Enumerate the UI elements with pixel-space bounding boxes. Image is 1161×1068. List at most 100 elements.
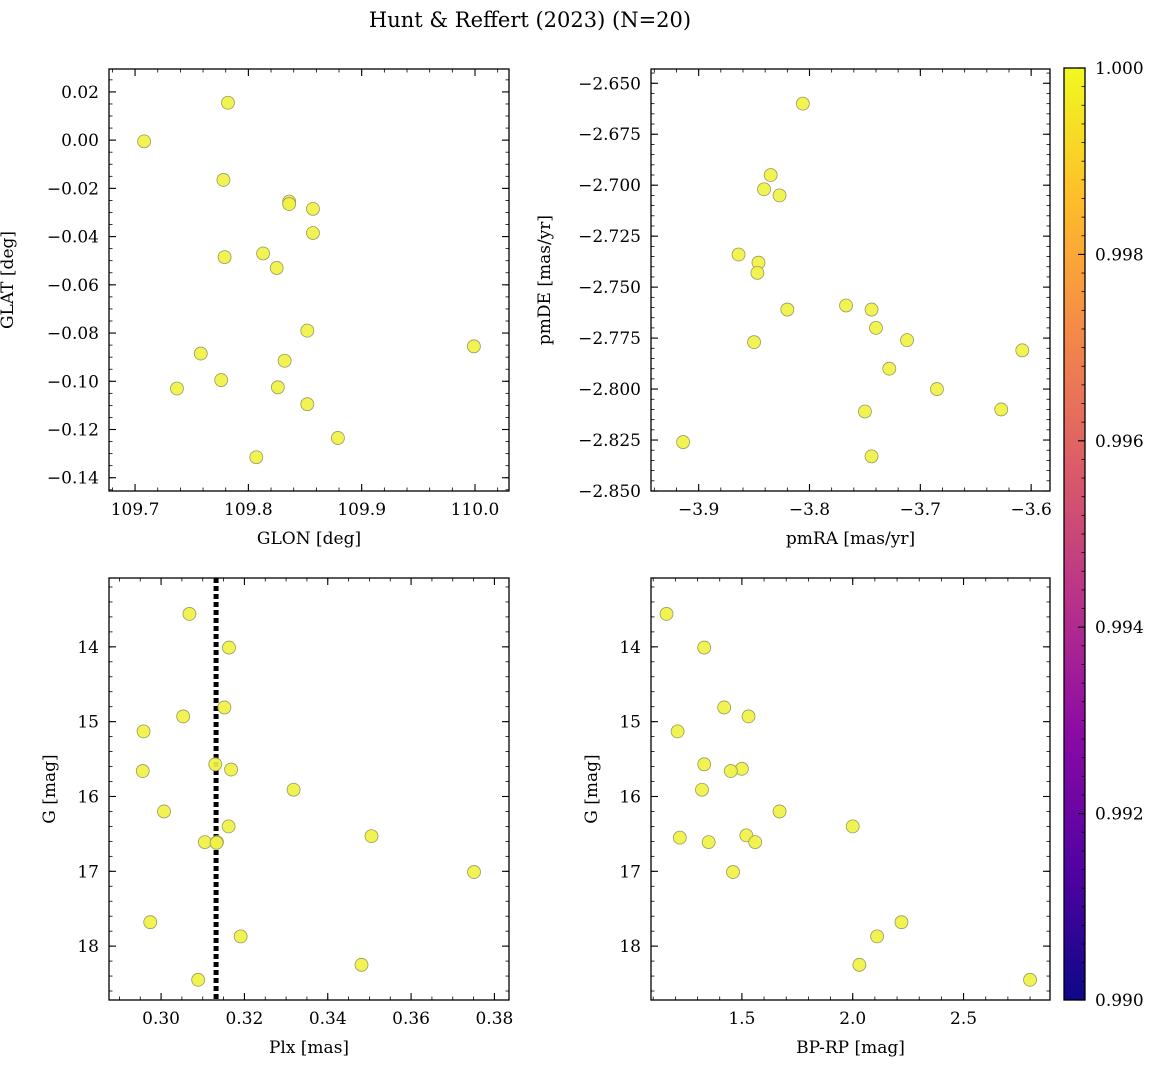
data-point xyxy=(741,709,756,724)
data-point xyxy=(894,915,909,930)
data-point xyxy=(930,382,944,396)
y-tick-label: 0.02 xyxy=(61,83,99,103)
data-point xyxy=(182,607,197,621)
data-point xyxy=(659,607,674,621)
data-point xyxy=(750,265,765,280)
x-tick-label: −3.9 xyxy=(678,500,719,520)
y-tick-label: −2.775 xyxy=(578,329,641,349)
colorbar: 0.990 0.992 0.994 0.996 0.998 1.000 xyxy=(1063,59,1144,1011)
data-point xyxy=(208,757,223,772)
data-point xyxy=(193,346,208,361)
y-axis-label: G [mag] xyxy=(40,754,60,823)
x-tick-label: 109.7 xyxy=(111,500,160,520)
y-tick-label: −2.850 xyxy=(578,482,641,502)
x-axis-label: GLON [deg] xyxy=(257,529,361,549)
data-points xyxy=(135,607,481,987)
axes-frame xyxy=(108,577,510,1001)
x-tick-label: −3.8 xyxy=(789,500,830,520)
data-point xyxy=(882,361,897,376)
data-point xyxy=(330,431,345,445)
data-point xyxy=(672,830,687,845)
data-point xyxy=(157,804,171,819)
data-point xyxy=(286,782,301,797)
colorbar-tick-label: 1.000 xyxy=(1095,59,1144,79)
data-point xyxy=(1023,972,1037,987)
data-point xyxy=(763,168,778,182)
y-tick-label: 14 xyxy=(619,638,641,658)
y-tick-label: 18 xyxy=(619,937,641,957)
colorbar-tick-label: 0.996 xyxy=(1095,432,1144,452)
data-point xyxy=(221,819,236,834)
data-point xyxy=(191,972,206,987)
data-point xyxy=(233,929,248,944)
data-point xyxy=(143,915,158,930)
x-tick-label: 110.0 xyxy=(451,500,500,520)
data-point xyxy=(697,640,712,655)
data-point xyxy=(697,757,712,772)
y-tick-label: 16 xyxy=(619,787,641,807)
y-tick-label: −2.800 xyxy=(578,380,641,400)
x-tick-label: 1.5 xyxy=(728,1009,755,1029)
data-point xyxy=(306,201,320,216)
data-point xyxy=(176,709,191,724)
y-axis-label: pmDE [mas/yr] xyxy=(535,215,555,345)
x-tick-label: −3.6 xyxy=(1011,500,1052,520)
colorbar-tick-label: 0.998 xyxy=(1095,245,1144,265)
data-point xyxy=(701,835,716,850)
y-tick-label: −0.04 xyxy=(47,228,99,248)
data-point xyxy=(858,404,872,419)
data-point xyxy=(717,700,732,715)
data-points xyxy=(676,96,1030,464)
data-point xyxy=(852,957,867,972)
data-point xyxy=(256,246,271,261)
panel-bprp-g: 1.5 2.0 2.5 14 15 16 17 18 BP-RP [mag] G [mag] xyxy=(582,577,1051,1058)
y-tick-label: 0.00 xyxy=(61,131,99,151)
data-point xyxy=(780,302,795,317)
y-tick-label: 18 xyxy=(77,937,99,957)
data-point xyxy=(222,640,236,655)
x-tick-label: 2.5 xyxy=(950,1009,977,1029)
panel-plx-g: 0.30 0.32 0.34 0.36 0.38 14 15 16 17 18 Plx [mas] G… xyxy=(40,577,513,1058)
y-axis-label: GLAT [deg] xyxy=(0,231,18,329)
axes-frame xyxy=(108,68,510,492)
colorbar-tick-label: 0.990 xyxy=(1095,991,1144,1011)
figure-title: Hunt & Reffert (2023) (N=20) xyxy=(369,8,691,32)
data-point xyxy=(747,335,761,350)
data-point xyxy=(864,449,879,464)
data-point xyxy=(1015,343,1030,358)
data-point xyxy=(467,865,481,879)
x-axis-label: Plx [mas] xyxy=(269,1038,349,1058)
data-point xyxy=(670,724,685,739)
data-point xyxy=(772,804,787,819)
y-tick-label: 15 xyxy=(619,713,641,733)
y-tick-label: −2.825 xyxy=(578,431,641,451)
y-tick-label: −2.650 xyxy=(578,74,641,94)
y-tick-label: 16 xyxy=(77,787,99,807)
data-point xyxy=(364,829,379,844)
data-point xyxy=(839,298,853,313)
data-point xyxy=(723,764,738,778)
data-point xyxy=(249,450,264,465)
y-tick-label: 14 xyxy=(77,638,99,658)
data-point xyxy=(136,724,151,739)
data-point xyxy=(695,782,709,797)
data-point xyxy=(277,353,292,368)
data-point xyxy=(466,339,481,354)
axes-frame xyxy=(650,577,1051,1001)
x-tick-label: 2.0 xyxy=(839,1009,866,1029)
data-point xyxy=(870,929,884,944)
data-point xyxy=(864,302,879,317)
data-point xyxy=(224,762,238,777)
data-points xyxy=(659,607,1037,987)
data-point xyxy=(217,250,232,264)
data-point xyxy=(845,819,860,834)
y-axis-label: G [mag] xyxy=(582,754,602,823)
data-point xyxy=(135,764,150,778)
x-axis-label: BP-RP [mag] xyxy=(796,1038,905,1058)
data-point xyxy=(170,381,184,396)
x-axis-label: pmRA [mas/yr] xyxy=(786,529,915,549)
data-point xyxy=(772,188,787,203)
data-point xyxy=(676,435,691,449)
data-point xyxy=(869,321,883,335)
